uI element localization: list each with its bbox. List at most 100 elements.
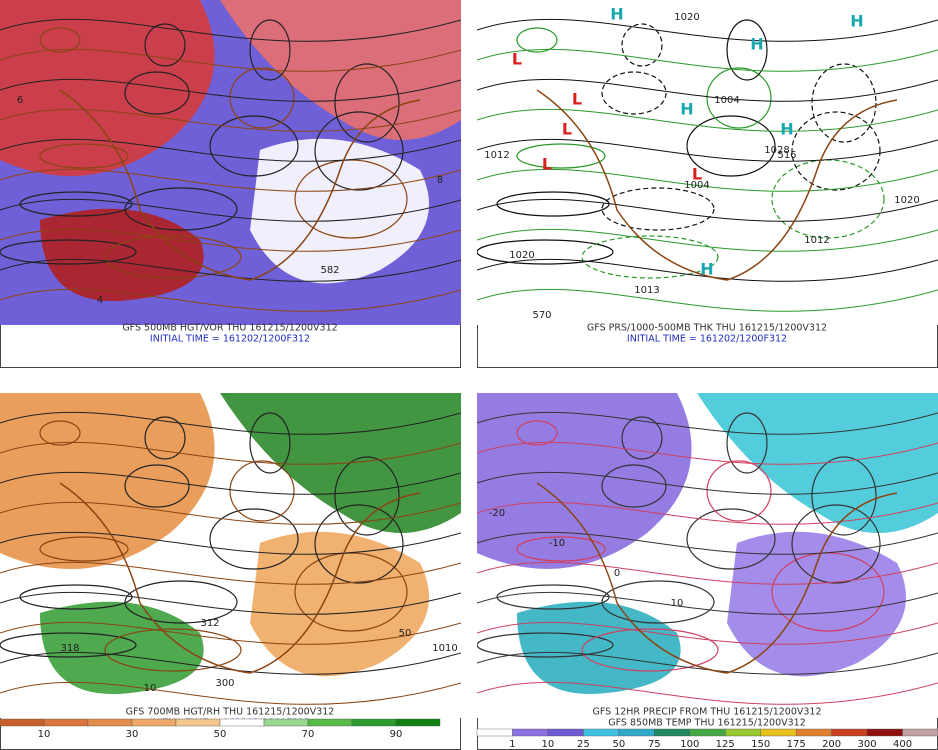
contour — [706, 67, 772, 129]
map-label: 1012 — [484, 150, 509, 161]
color-bar-label: 300 — [858, 739, 877, 750]
isoline — [0, 441, 461, 465]
map-label: L — [562, 120, 572, 139]
contour — [706, 460, 772, 522]
map-label: 6 — [17, 95, 23, 106]
isoline — [477, 471, 938, 495]
contour — [686, 508, 776, 570]
contour — [39, 143, 129, 169]
contour — [601, 580, 715, 624]
contour — [477, 239, 614, 265]
isoline — [0, 501, 461, 525]
contour — [477, 632, 614, 658]
contour — [516, 27, 558, 53]
color-swatch — [547, 728, 584, 737]
color-swatch — [307, 718, 353, 727]
contour — [334, 63, 400, 143]
map-background — [477, 0, 938, 325]
color-swatch — [131, 718, 177, 727]
contour — [314, 504, 404, 584]
isoline — [0, 681, 461, 705]
isoline — [0, 18, 461, 42]
map-label: 1010 — [432, 643, 457, 654]
isoline — [477, 288, 938, 312]
isoline — [0, 471, 461, 495]
isoline — [0, 78, 461, 102]
map-label: 1028 — [764, 145, 789, 156]
isoline — [477, 651, 938, 675]
map-caption: GFS 850MB TEMP THU 161215/1200V312 — [608, 718, 806, 729]
contour — [144, 23, 186, 67]
color-swatch — [0, 718, 45, 727]
color-swatch — [263, 718, 309, 727]
isoline — [477, 621, 938, 645]
isoline — [0, 411, 461, 435]
color-bar-label: 200 — [822, 739, 841, 750]
map-label: 570 — [532, 310, 551, 321]
color-bar-label: 90 — [390, 729, 403, 740]
color-bar-label: 150 — [751, 739, 770, 750]
color-bar-label: 25 — [577, 739, 590, 750]
color-bar-label: 125 — [716, 739, 735, 750]
contour — [726, 19, 768, 81]
color-swatch — [902, 728, 938, 737]
map-caption: INITIAL TIME = 161202/1200F312 — [627, 334, 787, 345]
isoline — [477, 531, 938, 555]
contour — [144, 416, 186, 460]
map-caption: GFS 500MB HGT/VOR THU 161215/1200V312 — [122, 323, 337, 334]
map-label: 312 — [200, 618, 219, 629]
isoline — [0, 258, 461, 282]
isoline — [477, 18, 938, 42]
map-caption: GFS 700MB HGT/RH THU 161215/1200V312 — [126, 707, 335, 718]
contour — [581, 235, 719, 279]
coastline — [536, 89, 898, 281]
contour — [516, 143, 606, 169]
map-caption: GFS PRS/1000-500MB THK THU 161215/1200V3… — [587, 323, 827, 334]
isoline — [477, 591, 938, 615]
color-bar-label: 175 — [787, 739, 806, 750]
map-label: H — [610, 5, 623, 24]
contour — [314, 111, 404, 191]
color-bar: 1 10 25 50 75 100 125 150 175 200 300 400 — [476, 728, 938, 750]
color-swatch — [395, 718, 441, 727]
contour — [811, 456, 877, 536]
field-fill — [250, 138, 429, 284]
contour — [601, 464, 667, 508]
contour — [811, 63, 877, 143]
isoline — [0, 651, 461, 675]
color-bar: 10 30 50 70 90 — [0, 718, 441, 740]
coastline — [59, 482, 421, 674]
map-label: L — [512, 50, 522, 69]
color-bar-label: 100 — [680, 739, 699, 750]
contour — [229, 460, 295, 522]
contour — [39, 420, 81, 446]
contour — [0, 239, 137, 265]
isoline — [0, 288, 461, 312]
color-bar-label: 50 — [214, 729, 227, 740]
color-swatch — [219, 718, 265, 727]
map-caption: INITIAL TIME = 161202/1200F312 — [150, 334, 310, 345]
map-label: 50 — [399, 628, 412, 639]
color-bar-label: 70 — [302, 729, 315, 740]
contour — [124, 187, 238, 231]
map-label: 8 — [437, 175, 443, 186]
map-label: 582 — [320, 265, 339, 276]
map-label: H — [680, 100, 693, 119]
isoline — [0, 108, 461, 132]
color-bar-label: 75 — [648, 739, 661, 750]
color-swatch — [175, 718, 221, 727]
contour — [124, 464, 190, 508]
contour — [209, 508, 299, 570]
map-label: 1020 — [674, 12, 699, 23]
color-bar-label: 30 — [126, 729, 139, 740]
map-label: 10 — [144, 683, 157, 694]
contour — [621, 416, 663, 460]
map-area: 582 6 8 4 — [0, 0, 461, 325]
isoline — [0, 48, 461, 72]
map-label: L — [542, 155, 552, 174]
map-label: H — [850, 12, 863, 31]
color-swatch — [512, 728, 549, 737]
isoline — [477, 168, 938, 192]
